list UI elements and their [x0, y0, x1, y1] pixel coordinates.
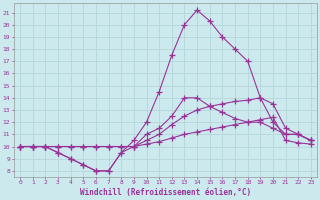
- X-axis label: Windchill (Refroidissement éolien,°C): Windchill (Refroidissement éolien,°C): [80, 188, 251, 197]
